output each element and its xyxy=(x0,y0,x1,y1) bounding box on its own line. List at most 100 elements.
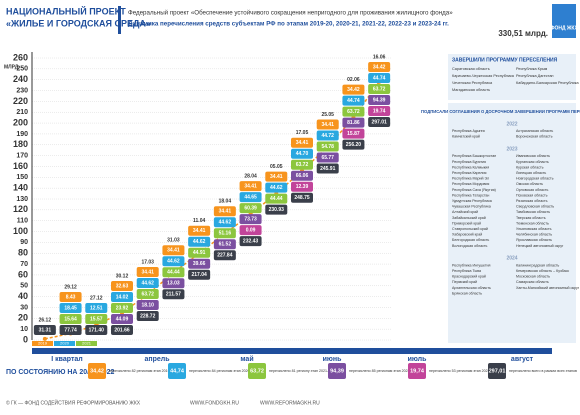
tile xyxy=(316,130,339,141)
month-label: май xyxy=(240,355,253,363)
tile xyxy=(85,303,108,313)
tile-label: 34.41 xyxy=(193,228,206,234)
tile xyxy=(368,117,391,127)
y-tick-label: 110 xyxy=(17,218,28,225)
tile xyxy=(213,206,236,217)
tile xyxy=(85,325,108,335)
tile xyxy=(316,163,339,174)
tile xyxy=(136,288,159,299)
month-label: август xyxy=(511,356,534,363)
tile-label: 12.51 xyxy=(90,305,103,311)
region: Брянская область xyxy=(452,291,482,295)
tile-label: 34.41 xyxy=(244,184,257,190)
tile-label: 61.52 xyxy=(219,242,232,248)
grand-total: 330,51 млрд. xyxy=(498,29,548,38)
tile xyxy=(368,84,391,94)
region: Самарская область xyxy=(516,280,549,284)
panel-title: ПОДПИСАЛИ СОГЛАШЕНИЯ О ДОСРОЧНОМ ЗАВЕРШЕ… xyxy=(421,109,580,114)
tile xyxy=(265,171,288,182)
region: Чувашская Республика xyxy=(452,205,491,209)
tile-label: 51.16 xyxy=(219,231,232,237)
region: Республика Калмыкия xyxy=(452,165,489,169)
region: Республика Адыгея xyxy=(452,129,485,133)
copyright: © ГК — ФОНД СОДЕЙСТВИЯ РЕФОРМИРОВАНИЮ ЖК… xyxy=(6,398,141,406)
tile xyxy=(316,152,339,163)
region: Забайкальский край xyxy=(452,216,486,220)
year-bar xyxy=(76,341,97,346)
tile xyxy=(342,84,365,95)
tile xyxy=(59,314,82,324)
tile xyxy=(188,247,211,258)
tile xyxy=(188,225,211,236)
region: Курганская область xyxy=(516,160,549,164)
tile-label: 44.74 xyxy=(373,75,386,81)
tile xyxy=(239,203,262,214)
legend-swatch xyxy=(408,363,426,379)
y-tick-label: 80 xyxy=(18,248,28,258)
tile-label: 63.72 xyxy=(373,86,386,92)
region: Удмуртская Республика xyxy=(452,199,492,203)
panel-box xyxy=(448,54,576,100)
year-bar xyxy=(54,341,75,346)
tile-label: 248.75 xyxy=(294,195,310,201)
panel-box xyxy=(448,103,576,343)
tile-label: 44.62 xyxy=(167,259,180,265)
tile-label: 34.41 xyxy=(321,122,334,128)
tile xyxy=(188,269,211,280)
tile-label: 44.72 xyxy=(321,133,334,139)
tile-label: 94.39 xyxy=(373,97,386,103)
tile-label: 34.42 xyxy=(373,64,386,70)
y-tick-label: 230 xyxy=(16,87,28,94)
y-tick-label: 240 xyxy=(13,74,28,84)
legend-text: перечислено 84 регионам этап 2020-21 гг. xyxy=(189,369,259,373)
region: Новгородская область xyxy=(516,177,554,181)
tile-label: 18.10 xyxy=(141,302,154,308)
y-tick-label: 260 xyxy=(13,52,28,62)
region: Ивановская область xyxy=(516,154,550,158)
tile-label: 44.65 xyxy=(244,195,257,201)
tile-label: 44.62 xyxy=(141,280,154,286)
project-name: «ЖИЛЬЕ И ГОРОДСКАЯ СРЕДА» xyxy=(6,18,151,28)
subtitle: Динамика перечисления средств субъектам … xyxy=(128,21,449,28)
date-label: 05.05 xyxy=(270,164,283,170)
tile-label: 23.92 xyxy=(116,305,129,311)
y-tick-label: 140 xyxy=(13,183,28,193)
tile-label: 73.73 xyxy=(244,217,257,223)
year-label: 2020 xyxy=(60,341,70,346)
tile xyxy=(239,236,262,247)
date-label: 29.12 xyxy=(64,284,77,290)
tile xyxy=(162,289,185,300)
y-tick-label: 0 xyxy=(23,334,28,344)
federal-project: Федеральный проект «Обеспечение устойчив… xyxy=(128,10,453,17)
tile-label: 63.72 xyxy=(141,291,154,297)
tile xyxy=(368,106,391,116)
tile-label: 34.41 xyxy=(219,209,232,215)
tile xyxy=(342,139,365,150)
tile-label: 81.86 xyxy=(347,120,360,126)
tile xyxy=(162,267,185,278)
tile-label: 8.43 xyxy=(66,294,76,300)
y-tick-label: 170 xyxy=(16,152,28,159)
tile xyxy=(111,314,133,324)
region: Астраханская область xyxy=(516,129,553,133)
region: Магаданская область xyxy=(452,88,490,92)
tile xyxy=(111,303,133,313)
region: Республика Карелия xyxy=(452,171,487,175)
region: Республика Башкортостан xyxy=(452,154,496,158)
tile xyxy=(59,292,82,302)
date-label: 11.04 xyxy=(193,218,205,224)
region: Рязанская область xyxy=(516,199,548,203)
y-tick-label: 160 xyxy=(13,161,28,171)
y-tick-label: 40 xyxy=(18,291,28,301)
tile-label: 63.72 xyxy=(296,162,309,168)
divider xyxy=(118,6,121,34)
tile-label: 44.74 xyxy=(347,98,360,104)
tile-label: 245.91 xyxy=(320,166,336,172)
y-tick-label: 180 xyxy=(13,139,28,149)
region: Вологодская область xyxy=(452,244,488,248)
region: Архангельская область xyxy=(452,286,491,290)
legend-value: 34,42 xyxy=(90,368,104,374)
legend-value: 297,01 xyxy=(489,368,506,374)
tile-label: 211.57 xyxy=(166,292,181,298)
region: Кабардино-Балкарская Республика xyxy=(516,81,579,85)
